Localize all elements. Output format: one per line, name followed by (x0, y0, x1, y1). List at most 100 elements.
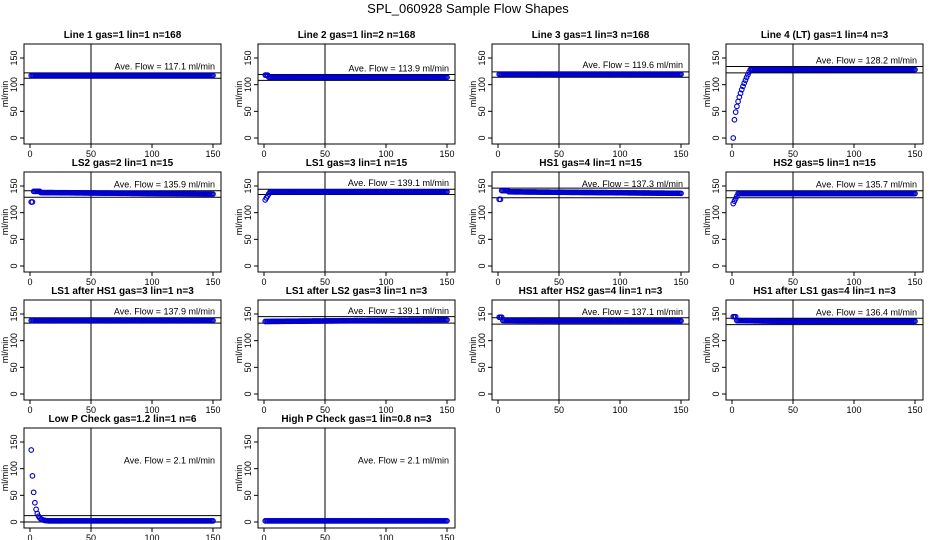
panel-title: HS1 after HS2 gas=4 lin=1 n=3 (519, 286, 663, 297)
x-tick-label: 50 (320, 405, 330, 415)
x-tick-label: 100 (612, 405, 627, 415)
y-tick-label: 150 (477, 178, 487, 193)
ave-flow-annotation: Ave. Flow = 117.1 ml/min (115, 62, 215, 72)
plot-frame (725, 299, 924, 401)
panel-title: LS2 gas=2 lin=1 n=15 (72, 158, 174, 169)
x-tick-label: 50 (320, 149, 330, 159)
y-tick-label: 0 (243, 391, 253, 396)
y-tick-label: 100 (477, 333, 487, 348)
data-point (210, 191, 216, 197)
data-point (497, 196, 504, 203)
x-tick-label: 150 (673, 149, 688, 159)
y-tick-label: 50 (477, 362, 487, 372)
panel-title: Low P Check gas=1.2 lin=1 n=6 (49, 414, 197, 425)
panel-6: LS1 gas=3 lin=1 n=15 0 50 100 150 ml/min 0 50 10… (234, 158, 456, 287)
y-axis-label: ml/min (234, 209, 244, 236)
y-tick-label: 100 (477, 77, 487, 92)
plot-frame (23, 299, 222, 401)
data-point (210, 317, 216, 324)
plot-frame (491, 43, 690, 145)
x-tick-label: 50 (788, 405, 798, 415)
x-tick-label: 100 (378, 277, 393, 287)
y-tick-label: 50 (243, 490, 253, 500)
y-tick-label: 0 (243, 519, 253, 524)
y-tick-label: 50 (711, 362, 721, 372)
x-tick-label: 150 (205, 149, 220, 159)
panel-14: High P Check gas=1 lin=0.8 n=3 0 50 100 150 m… (234, 414, 456, 540)
page-title-wrap: SPL_060928 Sample Flow Shapes (0, 1, 936, 16)
data-point (738, 86, 745, 93)
ave-flow-annotation: Ave. Flow = 139.1 ml/min (348, 306, 449, 316)
x-tick-label: 0 (495, 277, 500, 287)
ave-flow-annotation: Ave. Flow = 2.1 ml/min (358, 455, 449, 465)
x-tick-label: 100 (378, 149, 393, 159)
data-point (678, 190, 684, 197)
ave-flow-annotation: Ave. Flow = 2.1 ml/min (124, 455, 215, 465)
y-tick-label: 150 (243, 50, 253, 65)
x-tick-label: 100 (378, 533, 393, 540)
x-tick-label: 150 (673, 277, 688, 287)
x-tick-label: 50 (788, 277, 798, 287)
x-tick-label: 0 (261, 533, 266, 540)
plot-frame (257, 299, 456, 401)
panel-title: Line 2 gas=1 lin=2 n=168 (298, 30, 416, 41)
panel-3: Line 3 gas=1 lin=3 n=168 0 50 100 150 ml/min 0… (468, 30, 690, 159)
y-tick-label: 50 (711, 106, 721, 116)
y-tick-label: 100 (9, 77, 19, 92)
x-tick-label: 150 (673, 405, 688, 415)
x-tick-label: 0 (729, 277, 734, 287)
y-tick-label: 50 (477, 106, 487, 116)
x-tick-label: 50 (86, 533, 96, 540)
y-tick-label: 0 (9, 391, 19, 396)
data-point (30, 489, 37, 496)
x-tick-label: 50 (554, 277, 564, 287)
x-tick-label: 50 (554, 149, 564, 159)
y-tick-label: 0 (243, 263, 253, 268)
panel-title: LS1 after HS1 gas=3 lin=1 n=3 (51, 286, 194, 297)
x-tick-label: 100 (612, 277, 627, 287)
x-tick-label: 100 (846, 277, 861, 287)
x-tick-label: 150 (205, 405, 220, 415)
y-tick-label: 50 (711, 234, 721, 244)
panel-10: LS1 after LS2 gas=3 lin=1 n=3 0 50 100 150 ml… (234, 286, 456, 415)
y-tick-label: 150 (243, 434, 253, 449)
y-tick-label: 150 (477, 306, 487, 321)
data-point (29, 199, 36, 205)
y-axis-label: ml/min (468, 337, 478, 364)
y-tick-label: 50 (477, 234, 487, 244)
x-tick-label: 100 (144, 405, 159, 415)
y-tick-label: 0 (711, 263, 721, 268)
panel-title: Line 4 (LT) gas=1 lin=4 n=3 (761, 30, 889, 41)
plot-frame (725, 171, 924, 273)
data-point (730, 135, 737, 141)
y-tick-label: 150 (243, 178, 253, 193)
x-tick-label: 150 (439, 149, 454, 159)
x-tick-label: 50 (86, 277, 96, 287)
ave-flow-annotation: Ave. Flow = 135.9 ml/min (114, 180, 215, 190)
y-axis-label: ml/min (0, 209, 10, 236)
data-point (34, 510, 41, 517)
data-point (732, 109, 739, 116)
data-point (210, 518, 216, 524)
x-tick-label: 0 (27, 405, 32, 415)
page-title: SPL_060928 Sample Flow Shapes (367, 1, 569, 16)
y-tick-label: 0 (243, 135, 253, 140)
panel-7: HS1 gas=4 lin=1 n=15 0 50 100 150 ml/min 0 50 10… (468, 158, 690, 287)
data-point (210, 72, 216, 79)
y-tick-label: 150 (711, 50, 721, 65)
plot-frame (725, 43, 924, 145)
panel-1: Line 1 gas=1 lin=1 n=168 0 50 100 150 ml/min 0… (0, 30, 222, 159)
panel-4: Line 4 (LT) gas=1 lin=4 n=3 0 50 100 150 ml/m… (702, 30, 924, 159)
y-tick-label: 50 (9, 106, 19, 116)
data-point (29, 473, 36, 479)
ave-flow-annotation: Ave. Flow = 113.9 ml/min (349, 63, 449, 73)
plot-frame (257, 171, 456, 273)
y-axis-label: ml/min (702, 337, 712, 364)
data-point (678, 318, 684, 324)
x-tick-label: 50 (86, 149, 96, 159)
data-point (444, 188, 450, 195)
panel-title: LS1 gas=3 lin=1 n=15 (306, 158, 408, 169)
y-tick-label: 150 (9, 178, 19, 193)
data-point (912, 190, 918, 197)
